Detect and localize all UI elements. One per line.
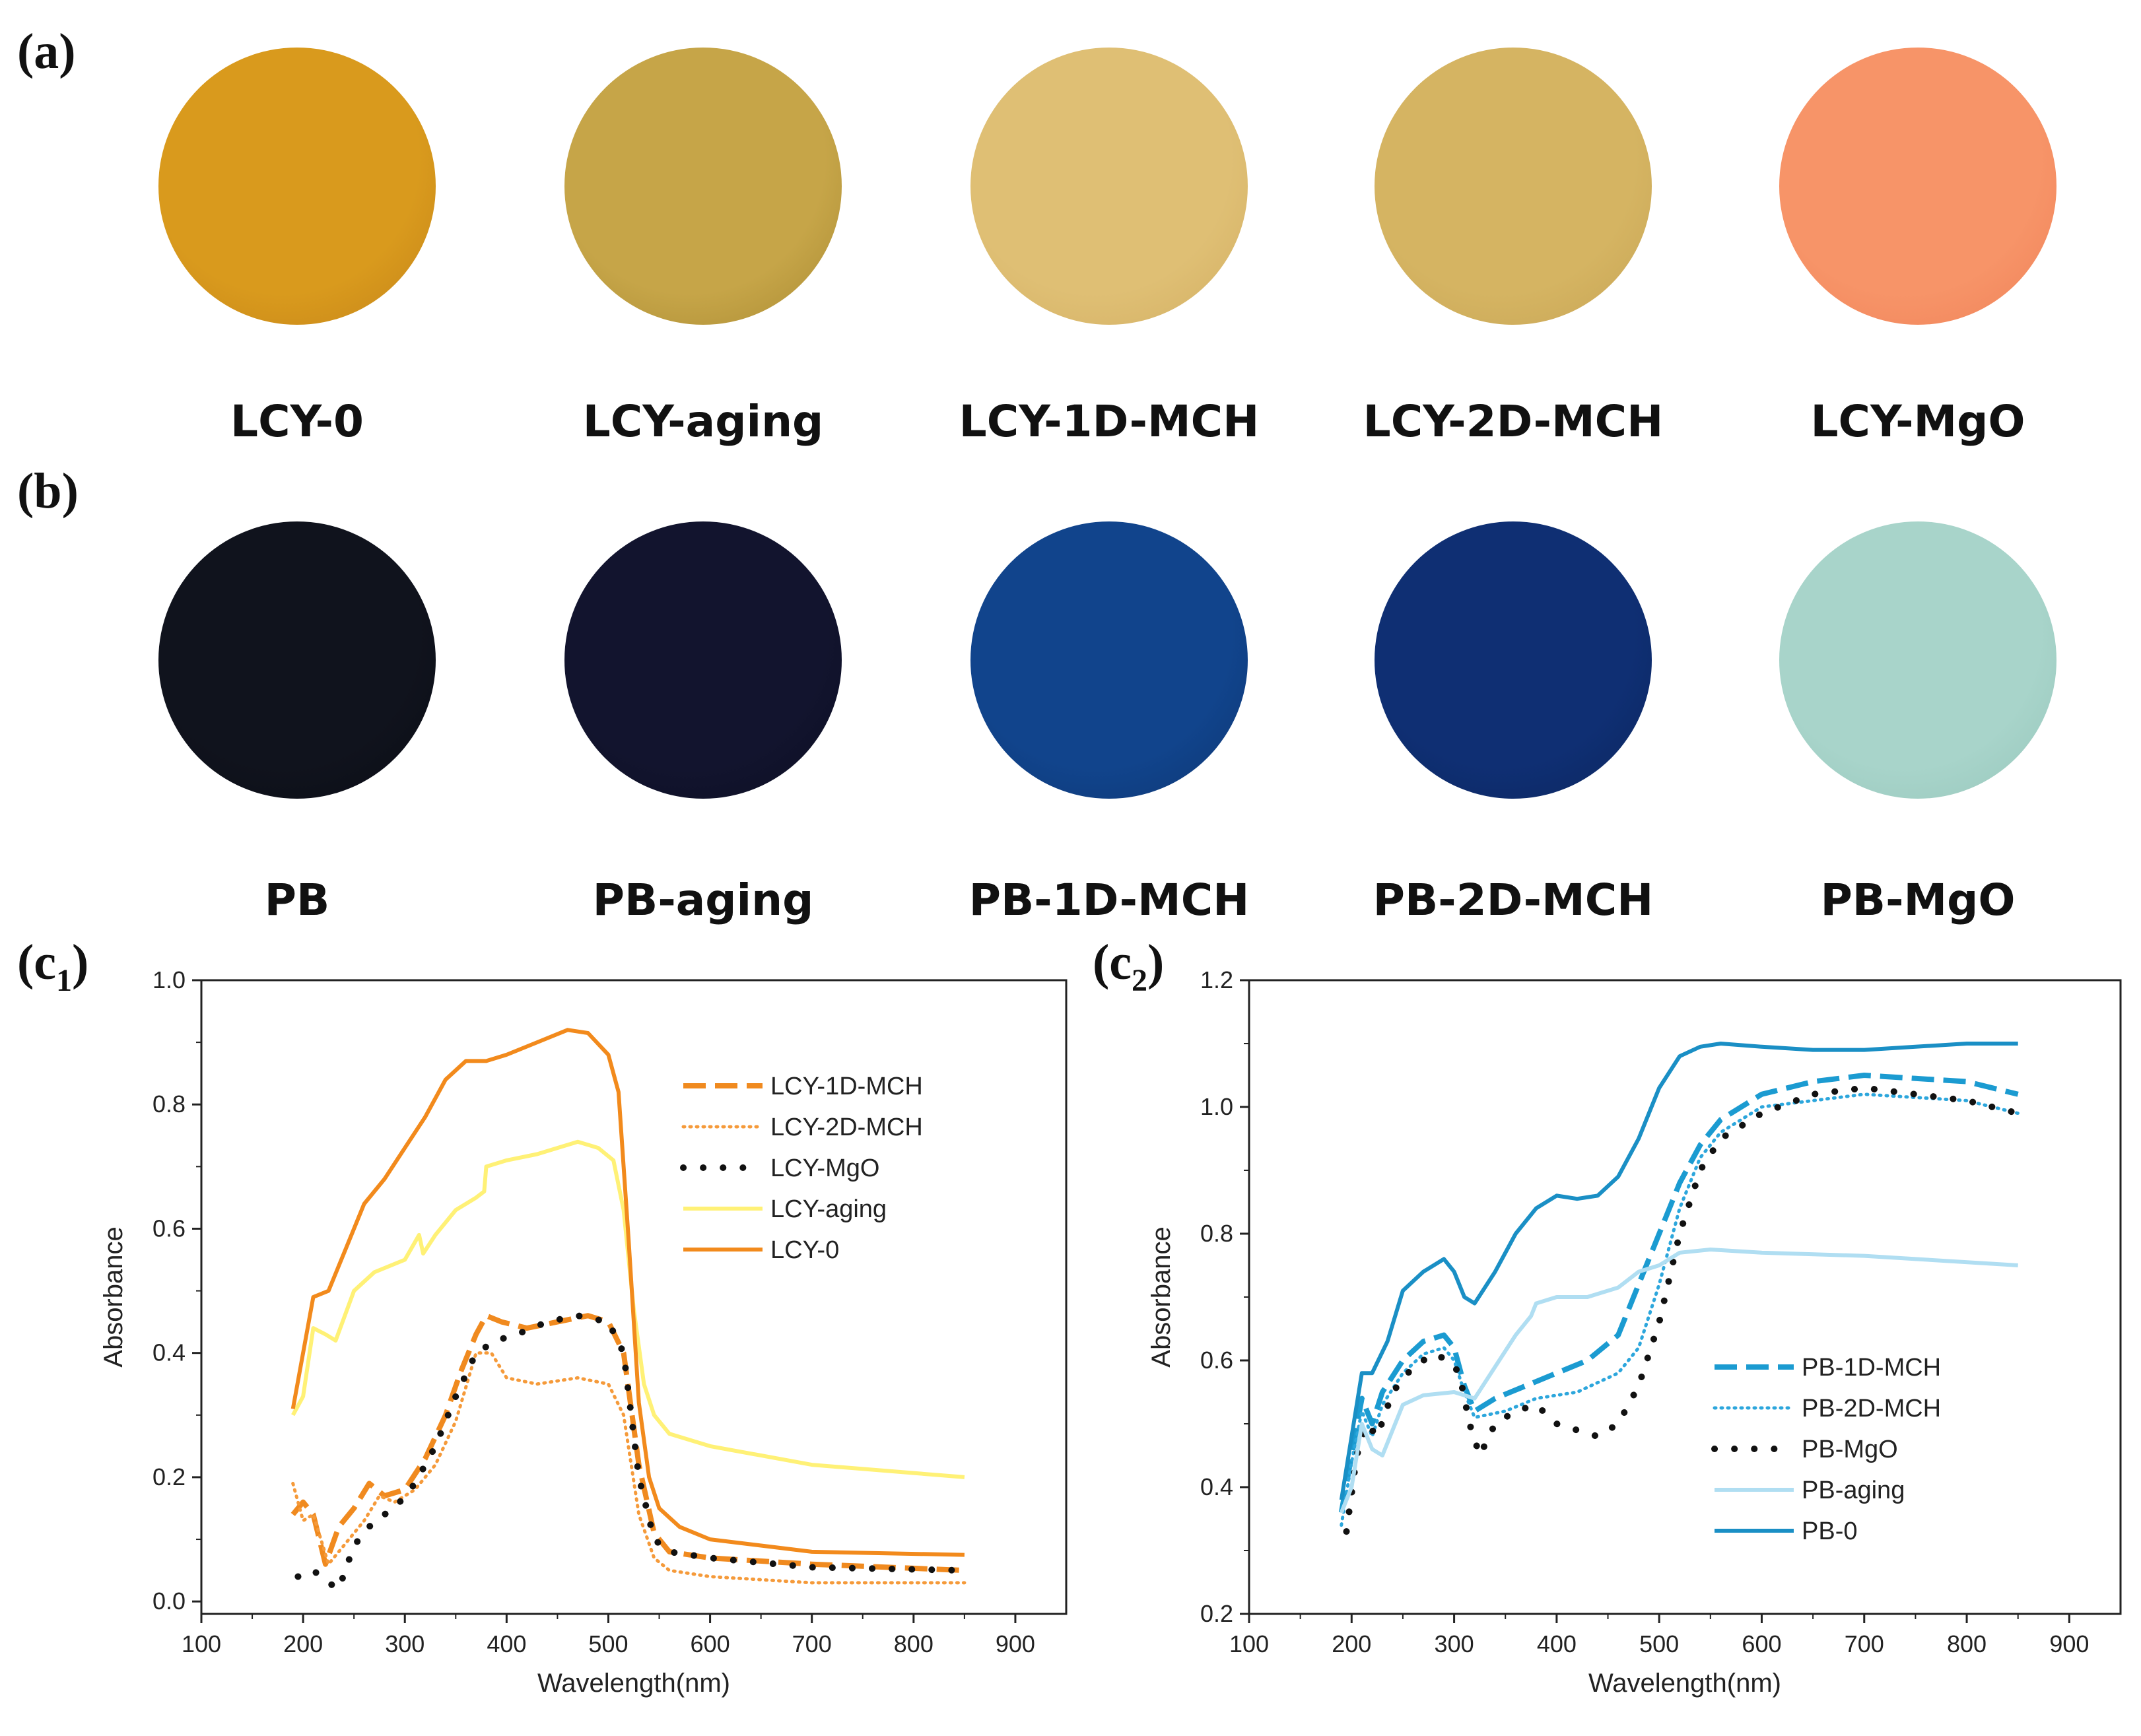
x-tick-label: 300: [1435, 1630, 1474, 1657]
legend-entry: LCY-1D-MCH: [770, 1073, 923, 1100]
x-tick-label: 500: [588, 1630, 628, 1657]
x-axis-label: Wavelength(nm): [537, 1669, 730, 1698]
series-line-lcy-mgo: [294, 1312, 968, 1593]
chart-c2-absorbance: 100 200 300 400 500 600 700 800 900 0.2 0.4 0.6 0.8 1…: [1147, 966, 2122, 1698]
x-tick-label: 500: [1639, 1630, 1679, 1657]
sample-photo-b-5: [1779, 521, 2056, 799]
legend-entry: PB-1D-MCH: [1802, 1354, 1941, 1382]
y-tick-label: 0.0: [153, 1587, 186, 1615]
x-tick-label: 900: [996, 1630, 1035, 1657]
sample-label: PB-MgO: [1820, 875, 2016, 925]
series-line-lcy-0: [290, 1028, 965, 1557]
y-axis-label: Absorbance: [99, 1226, 128, 1367]
series-line-pb-aging: [1340, 1248, 2018, 1514]
sample-label: LCY-2D-MCH: [1363, 396, 1664, 447]
y-tick-label: 0.4: [1200, 1473, 1233, 1500]
series-line-lcy-2d-mch: [291, 1351, 967, 1585]
legend-entry: LCY-aging: [770, 1195, 887, 1223]
y-tick-label: 0.6: [1200, 1347, 1233, 1374]
x-tick-label: 400: [487, 1630, 526, 1657]
sample-label: LCY-aging: [582, 396, 824, 447]
panel-label-c2: (c2): [1093, 935, 1165, 998]
x-tick-label: 200: [283, 1630, 323, 1657]
sample-label: PB: [264, 875, 330, 925]
legend-entry: LCY-MgO: [770, 1154, 879, 1182]
x-tick-label: 600: [1742, 1630, 1781, 1657]
y-axis-label: Absorbance: [1147, 1226, 1176, 1367]
sample-photo-b-4: [1375, 521, 1652, 799]
y-tick-label: 1.0: [1200, 1093, 1233, 1120]
y-tick-label: 0.2: [153, 1463, 186, 1490]
x-tick-label: 800: [1947, 1630, 1987, 1657]
sample-photo-a-4: [1375, 48, 1652, 325]
sample-photo-b-2: [564, 521, 842, 799]
sample-label: PB-2D-MCH: [1373, 875, 1654, 925]
y-tick-label: 1.2: [1200, 966, 1233, 993]
x-tick-label: 100: [1229, 1630, 1269, 1657]
sample-label: LCY-1D-MCH: [959, 396, 1260, 447]
sample-photo-b-1: [158, 521, 436, 799]
panel-label-b: (b): [17, 463, 79, 519]
panel-label-a: (a): [17, 24, 76, 79]
legend-entry: LCY-0: [770, 1236, 839, 1264]
x-tick-label: 800: [894, 1630, 934, 1657]
x-tick-label: 600: [691, 1630, 730, 1657]
series-line-pb-0: [1339, 1042, 2018, 1500]
sample-photo-a-3: [970, 48, 1248, 325]
sample-label: LCY-MgO: [1810, 396, 2025, 447]
panel-label-c1: (c1): [17, 935, 89, 998]
sample-photo-a-2: [564, 48, 842, 325]
y-tick-label: 0.2: [1200, 1600, 1233, 1627]
series-line-lcy-1d-mch: [290, 1313, 965, 1574]
x-tick-label: 200: [1332, 1630, 1371, 1657]
sample-label: PB-aging: [592, 875, 814, 925]
legend-entry: PB-MgO: [1802, 1436, 1898, 1463]
y-tick-label: 0.8: [1200, 1220, 1233, 1247]
x-tick-label: 300: [385, 1630, 425, 1657]
sample-photo-b-3: [970, 521, 1248, 799]
series-line-pb-mgo: [1343, 1085, 2022, 1535]
sample-photo-a-5: [1779, 48, 2056, 325]
plot-frame: [200, 979, 1068, 1615]
x-tick-label: 700: [792, 1630, 832, 1657]
sample-label: LCY-0: [230, 396, 364, 447]
series-line-lcy-aging: [291, 1139, 965, 1479]
x-tick-label: 900: [2049, 1630, 2089, 1657]
sample-label: PB-1D-MCH: [969, 875, 1250, 925]
y-tick-label: 1.0: [153, 966, 186, 993]
legend-entry: PB-2D-MCH: [1802, 1395, 1941, 1422]
plot-frame: [1248, 979, 2122, 1615]
y-tick-label: 0.8: [153, 1090, 186, 1118]
legend-entry: PB-0: [1802, 1518, 1857, 1545]
x-tick-label: 400: [1537, 1630, 1577, 1657]
legend-entry: LCY-2D-MCH: [770, 1114, 923, 1141]
series-line-pb-2d-mch: [1340, 1092, 2020, 1527]
chart-c1-absorbance: 100 200 300 400 500 600 700 800 900 0.0 0.2 0.4 0.6 0…: [99, 966, 1068, 1698]
x-tick-label: 700: [1845, 1630, 1884, 1657]
legend-entry: PB-aging: [1802, 1477, 1905, 1504]
x-axis-label: Wavelength(nm): [1588, 1669, 1781, 1698]
x-tick-label: 100: [182, 1630, 221, 1657]
sample-photo-a-1: [158, 48, 436, 325]
y-tick-label: 0.4: [153, 1339, 186, 1366]
series-line-pb-1d-mch: [1338, 1073, 2019, 1514]
y-tick-label: 0.6: [153, 1215, 186, 1242]
